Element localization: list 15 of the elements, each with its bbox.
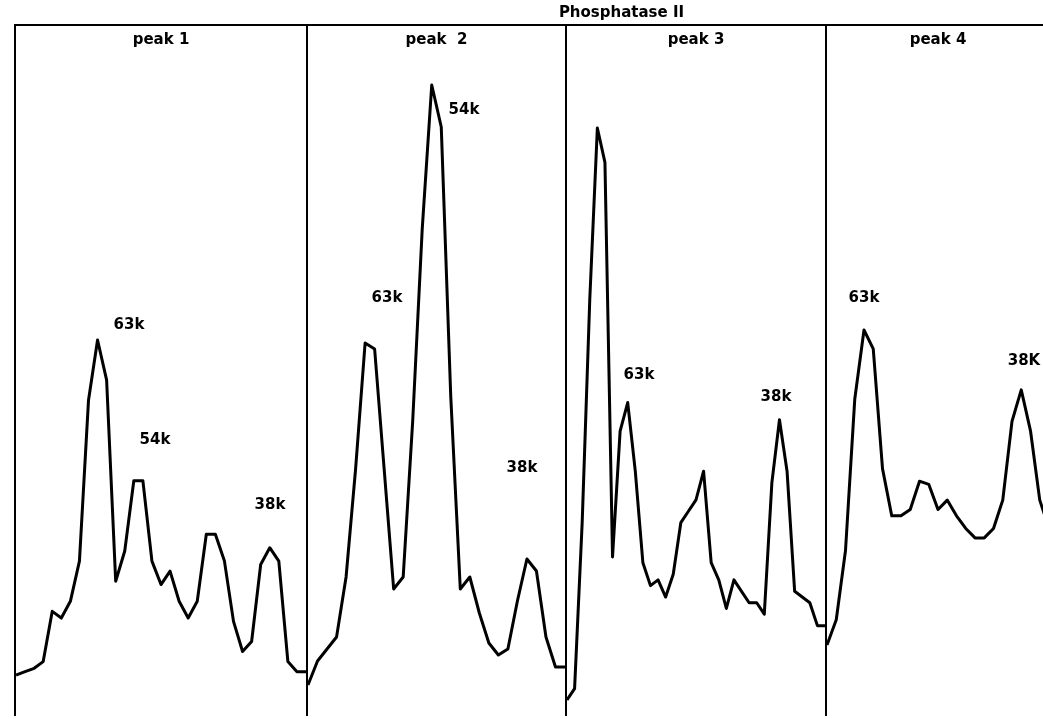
chart-title: peak 3 — [667, 29, 725, 48]
annotation: 38K — [1007, 350, 1042, 369]
annotation: 38k — [506, 457, 539, 476]
chart-title: peak 2 — [405, 29, 468, 48]
text: 63k — [113, 314, 146, 333]
annotation: 63k — [371, 287, 404, 306]
annotation: 38k — [760, 386, 793, 405]
chart-title: peak 4 — [909, 29, 967, 48]
annotation: 38k — [254, 494, 287, 513]
text: Phosphatase II — [558, 3, 685, 21]
text: 63k — [848, 287, 881, 306]
annotation: 63k — [623, 364, 656, 383]
chart-title: peak 1 — [132, 29, 190, 48]
annotation: 54k — [448, 99, 481, 118]
annotation: 54k — [139, 429, 172, 448]
